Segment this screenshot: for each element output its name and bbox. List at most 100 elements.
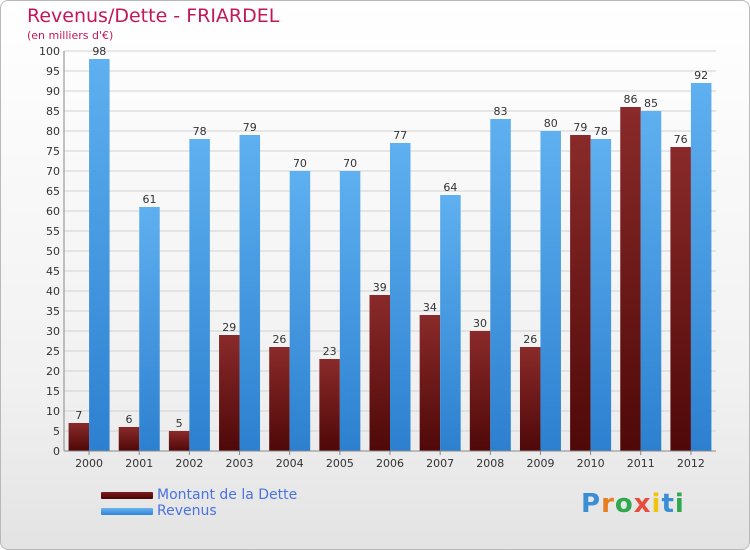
y-tick-label: 15 [46, 385, 60, 398]
data-label: 76 [674, 133, 688, 146]
y-tick-label: 55 [46, 225, 60, 238]
logo-letter: o [614, 489, 634, 519]
data-label: 5 [176, 417, 183, 430]
y-tick-label: 70 [46, 165, 60, 178]
revenus-bar [590, 139, 612, 451]
x-tick-label: 2006 [376, 457, 404, 470]
y-tick-label: 45 [46, 265, 60, 278]
x-tick-label: 2008 [476, 457, 504, 470]
y-tick-label: 65 [46, 185, 60, 198]
data-label: 98 [92, 45, 106, 58]
data-label: 85 [644, 97, 658, 110]
data-label: 7 [75, 409, 82, 422]
x-tick-label: 2004 [276, 457, 304, 470]
y-tick-label: 60 [46, 205, 60, 218]
x-tick-label: 2012 [677, 457, 705, 470]
x-tick-label: 2009 [526, 457, 554, 470]
data-label: 6 [125, 413, 132, 426]
logo-letter: i [651, 489, 662, 519]
data-label: 79 [573, 121, 587, 134]
data-label: 26 [272, 333, 286, 346]
y-tick-label: 80 [46, 125, 60, 138]
x-tick-label: 2007 [426, 457, 454, 470]
data-label: 39 [373, 281, 387, 294]
dette-bar [570, 135, 591, 451]
data-label: 70 [343, 157, 357, 170]
data-label: 61 [142, 193, 156, 206]
revenus-bar [390, 143, 411, 451]
dette-bar [469, 331, 491, 451]
dette-bar [168, 431, 190, 451]
data-label: 23 [323, 345, 337, 358]
revenus-bar [339, 171, 361, 451]
y-tick-label: 40 [46, 285, 60, 298]
logo-letter: x [633, 489, 652, 519]
revenus-bar [139, 207, 160, 451]
x-tick-label: 2003 [226, 457, 254, 470]
x-tick-label: 2000 [75, 457, 103, 470]
dette-bar [670, 147, 691, 451]
x-tick-label: 2002 [175, 457, 203, 470]
chart-title: Revenus/Dette - FRIARDEL [27, 5, 280, 27]
y-tick-label: 25 [46, 345, 60, 358]
revenus-bar [189, 139, 210, 451]
legend-label-revenus: Revenus [157, 503, 217, 519]
dette-bar [269, 347, 290, 451]
legend-label-dette: Montant de la Dette [157, 487, 298, 503]
y-tick-label: 95 [46, 65, 60, 78]
dette-bar [118, 427, 140, 451]
data-label: 78 [594, 125, 608, 138]
legend-item-revenus: Revenus [101, 503, 297, 519]
dette-bar [519, 347, 541, 451]
dette-bar [219, 335, 240, 451]
revenus-bar [490, 119, 511, 451]
dette-bar [319, 359, 340, 451]
y-tick-label: 90 [46, 85, 60, 98]
revenus-bar [440, 195, 461, 451]
x-tick-label: 2005 [326, 457, 354, 470]
data-label: 78 [193, 125, 207, 138]
data-label: 83 [494, 105, 508, 118]
dette-bar [68, 423, 90, 451]
dette-bar [620, 107, 641, 451]
legend-swatch-dette [101, 491, 153, 499]
data-label: 34 [423, 301, 437, 314]
data-label: 77 [393, 129, 407, 142]
data-label: 64 [443, 181, 457, 194]
y-tick-label: 20 [46, 365, 60, 378]
y-tick-label: 75 [46, 145, 60, 158]
x-tick-label: 2011 [627, 457, 655, 470]
y-tick-label: 100 [39, 45, 60, 58]
y-tick-label: 30 [46, 325, 60, 338]
revenus-bar [640, 111, 662, 451]
revenus-bar [540, 131, 561, 451]
dette-bar [419, 315, 441, 451]
legend-item-dette: Montant de la Dette [101, 487, 297, 503]
y-tick-label: 50 [46, 245, 60, 258]
logo-letter: i [674, 489, 685, 519]
data-label: 80 [544, 117, 558, 130]
chart-legend: Montant de la Dette Revenus [101, 487, 297, 519]
data-label: 26 [523, 333, 537, 346]
x-tick-label: 2010 [577, 457, 605, 470]
y-tick-label: 35 [46, 305, 60, 318]
revenus-bar [239, 135, 261, 451]
revenus-bar [89, 59, 110, 451]
data-label: 29 [222, 321, 236, 334]
logo-letter: P [581, 489, 602, 519]
data-label: 79 [243, 121, 257, 134]
y-tick-label: 0 [53, 445, 60, 458]
data-label: 86 [624, 93, 638, 106]
legend-swatch-revenus [101, 507, 153, 515]
y-tick-label: 85 [46, 105, 60, 118]
proxiti-logo: Proxiti [581, 489, 685, 519]
revenus-bar [289, 171, 311, 451]
x-tick-label: 2001 [125, 457, 153, 470]
dette-bar [369, 295, 390, 451]
y-tick-label: 10 [46, 405, 60, 418]
y-tick-label: 5 [53, 425, 60, 438]
chart-subtitle: (en milliers d'€) [27, 29, 114, 42]
logo-letter: t [661, 489, 675, 519]
